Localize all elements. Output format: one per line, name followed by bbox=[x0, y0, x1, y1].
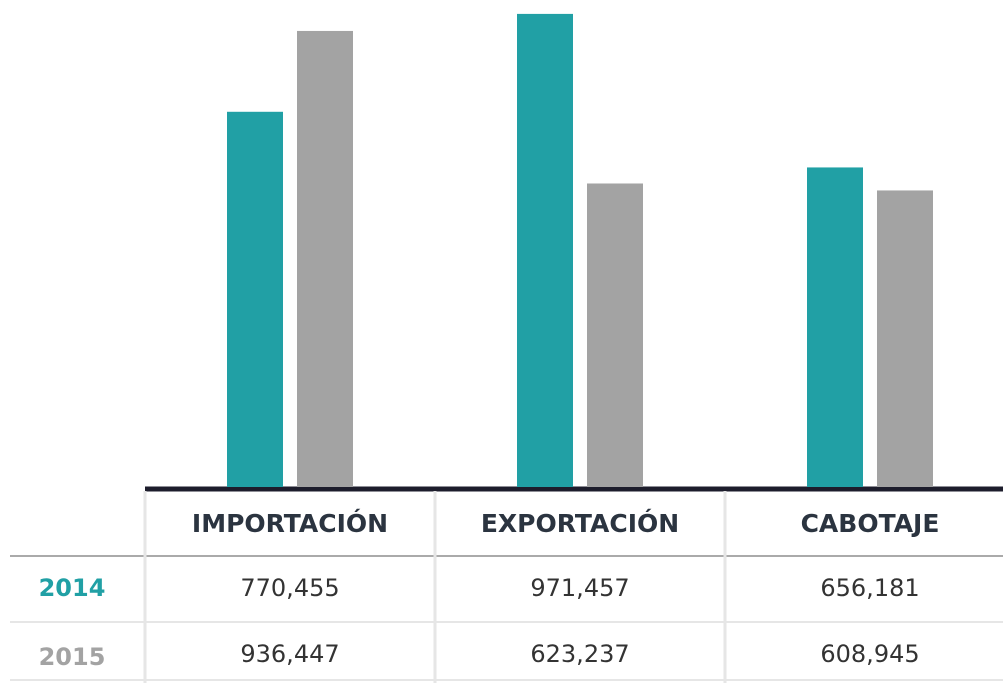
bar bbox=[297, 30, 353, 487]
bar bbox=[877, 190, 933, 487]
bar bbox=[807, 167, 863, 487]
column-header: EXPORTACIÓN bbox=[481, 508, 679, 538]
column-header: CABOTAJE bbox=[801, 509, 940, 538]
value-cell: 608,945 bbox=[820, 640, 919, 668]
value-cell: 770,455 bbox=[240, 574, 339, 602]
column-header: IMPORTACIÓN bbox=[192, 508, 388, 538]
legend-label: 2015 bbox=[39, 643, 106, 671]
bar bbox=[227, 111, 283, 487]
value-cell: 936,447 bbox=[240, 640, 339, 668]
bar bbox=[587, 183, 643, 487]
value-cell: 623,237 bbox=[530, 640, 629, 668]
legend-label: 2014 bbox=[39, 574, 106, 602]
value-cell: 971,457 bbox=[530, 574, 629, 602]
value-cell: 656,181 bbox=[820, 574, 919, 602]
bar bbox=[517, 13, 573, 487]
